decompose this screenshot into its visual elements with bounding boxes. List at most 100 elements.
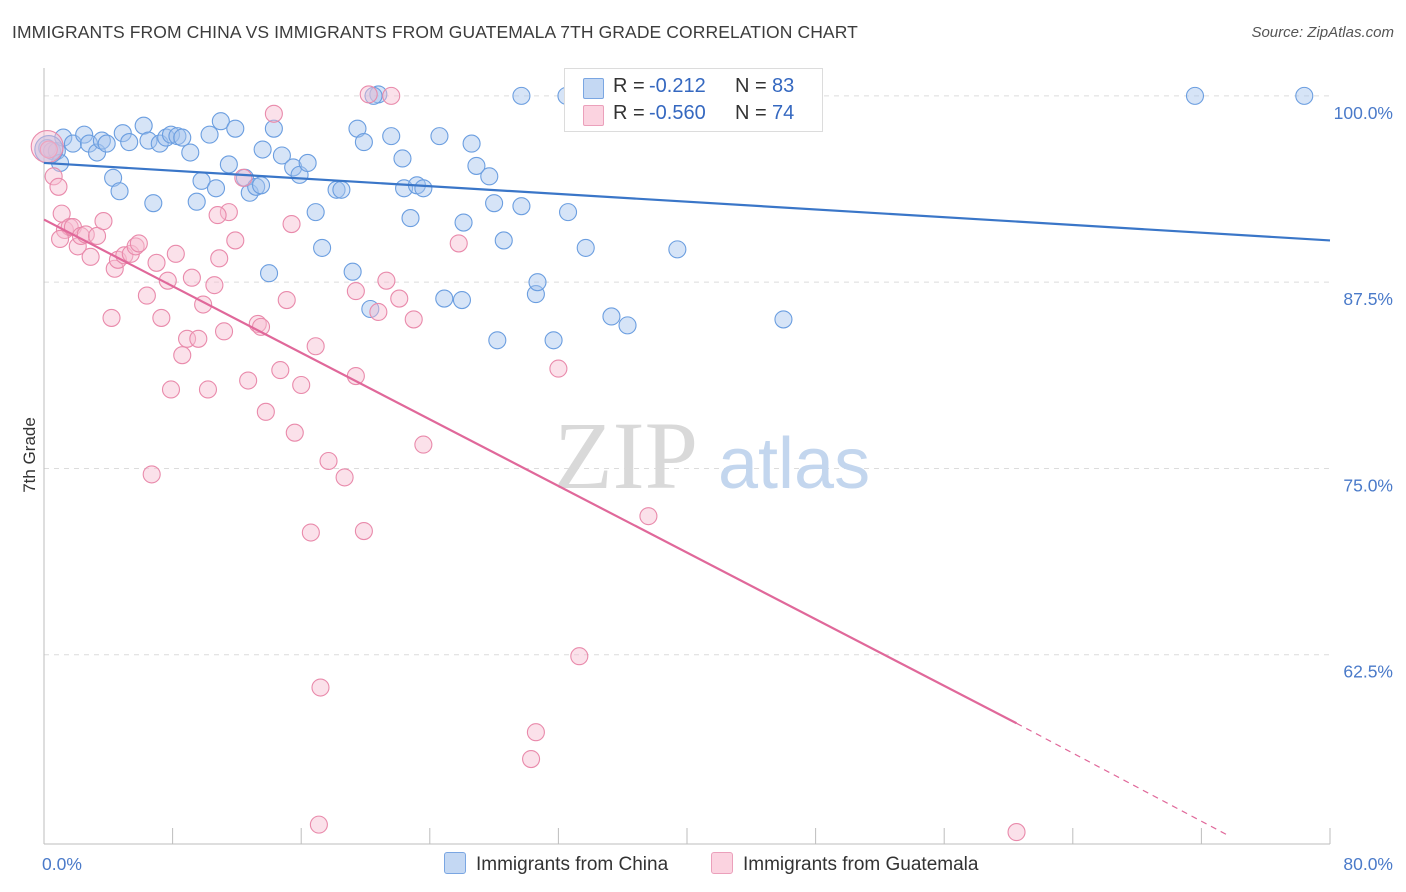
guatemala-point <box>166 244 185 263</box>
trend-lines <box>43 161 1331 838</box>
guatemala-point <box>161 380 181 399</box>
china-point <box>602 307 621 326</box>
guatemala-point <box>173 346 192 365</box>
china-point <box>259 264 279 283</box>
china-point <box>668 240 687 259</box>
legend-swatch-china <box>583 78 604 99</box>
bottom-legend-label-china: Immigrants from China <box>476 854 669 875</box>
guatemala-point <box>449 234 468 253</box>
guatemala-point <box>404 310 423 329</box>
guatemala-point <box>319 451 338 471</box>
china-point <box>512 197 531 216</box>
china-point <box>144 194 163 213</box>
china-point <box>313 238 332 257</box>
china-point <box>1185 86 1205 105</box>
china-point <box>92 131 111 150</box>
guatemala-point <box>390 289 409 308</box>
china-point <box>512 86 531 105</box>
china-point <box>181 143 200 162</box>
guatemala-point <box>354 521 373 541</box>
china-point <box>452 291 472 310</box>
guatemala-point <box>282 214 301 234</box>
guatemala-point <box>142 465 161 484</box>
china-point <box>113 124 132 143</box>
china-point <box>343 262 362 281</box>
guatemala-point <box>292 375 311 395</box>
grid-lines <box>44 95 1330 656</box>
bottom-legend-china: Immigrants from China <box>444 852 668 876</box>
guatemala-point <box>301 523 320 542</box>
legend-swatch-guatemala <box>583 105 604 126</box>
guatemala-point <box>239 371 258 390</box>
bottom-legend-label-guatemala: Immigrants from Guatemala <box>743 854 979 875</box>
guatemala-point <box>51 229 70 248</box>
guatemala-point <box>81 247 100 266</box>
bottom-legend-swatch-guatemala <box>711 852 733 874</box>
bottom-legend-swatch-china <box>444 852 466 874</box>
y-axis-label: 7th Grade <box>20 417 39 493</box>
china-point <box>774 310 793 329</box>
china-point <box>435 289 454 308</box>
china-point <box>226 119 245 138</box>
trend-line-china <box>43 161 1331 242</box>
x-tick-label: 80.0% <box>1343 854 1393 874</box>
guatemala-point <box>639 507 658 526</box>
china-point <box>354 133 373 152</box>
guatemala-point <box>44 167 63 186</box>
legend-r-value-guatemala: -0.560 <box>649 102 706 124</box>
guatemala-point <box>256 402 275 421</box>
china-point <box>173 128 192 147</box>
guatemala-point <box>137 286 156 305</box>
y-tick-labels: 62.5% 75.0% 87.5% 100.0% <box>1334 103 1393 682</box>
guatemala-point <box>219 203 238 222</box>
legend-r-label: R = <box>613 102 645 124</box>
guatemala-point <box>369 302 388 322</box>
guatemala-point <box>102 308 121 327</box>
legend-r-label: R = <box>613 75 645 97</box>
guatemala-point <box>359 85 378 104</box>
guatemala-point <box>208 206 227 225</box>
guatemala-point <box>30 130 64 164</box>
china-point <box>382 127 401 146</box>
guatemala-point <box>94 212 113 231</box>
guatemala-point <box>87 226 107 246</box>
guatemala-point <box>335 468 354 487</box>
trend-line-guatemala <box>43 218 1018 725</box>
china-point <box>480 167 499 186</box>
china-point <box>414 179 433 198</box>
china-point <box>430 127 449 146</box>
china-point <box>332 180 351 199</box>
legend-n-label: N = <box>735 102 767 124</box>
axes <box>43 68 1331 845</box>
china-point <box>251 176 271 195</box>
x-tick-label: 0.0% <box>42 854 82 874</box>
watermark-zip: ZIP <box>554 402 698 509</box>
china-point <box>544 331 563 350</box>
china-point <box>485 194 504 213</box>
china-point <box>1295 86 1314 105</box>
guatemala-point <box>285 423 304 442</box>
guatemala-point <box>346 282 365 301</box>
guatemala-point <box>147 253 166 272</box>
china-point <box>272 146 291 165</box>
china-point <box>462 134 481 153</box>
guatemala-point <box>271 361 290 380</box>
china-point <box>528 273 547 292</box>
legend-n-value-china: 83 <box>772 75 795 97</box>
guatemala-point <box>198 380 218 399</box>
guatemala-point <box>129 234 148 253</box>
china-point <box>298 153 317 172</box>
guatemala-point <box>1007 823 1026 842</box>
china-point <box>219 155 238 174</box>
china-point <box>618 316 637 335</box>
stats-legend: R = -0.212 N = 83 R = -0.560 N = 74 <box>564 68 823 132</box>
china-point <box>393 149 412 168</box>
guatemala-point <box>152 308 171 327</box>
guatemala-point <box>309 815 328 834</box>
guatemala-point <box>49 177 68 196</box>
china-point <box>284 158 303 177</box>
guatemala-point <box>382 86 401 105</box>
guatemala-point <box>189 329 208 348</box>
y-tick-label: 62.5% <box>1343 662 1393 682</box>
